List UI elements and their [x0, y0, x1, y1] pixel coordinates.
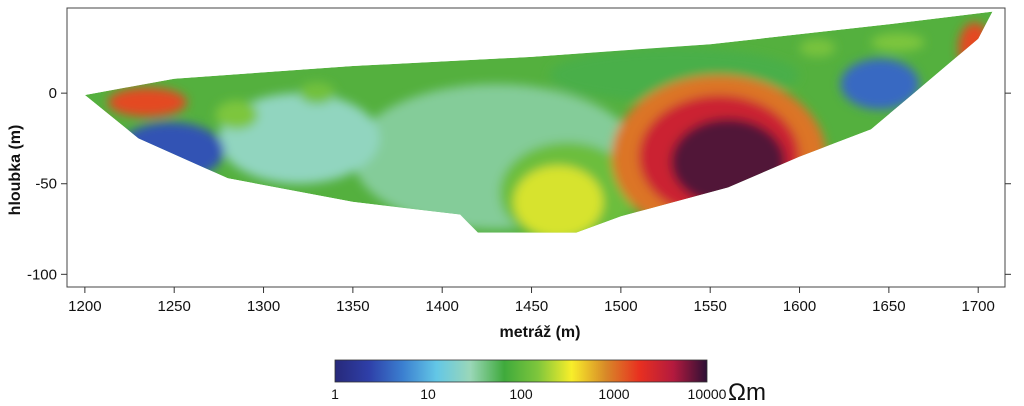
y-tick-label: 0 [49, 85, 57, 102]
colorbar-gradient [334, 359, 708, 383]
y-tick-label: -100 [27, 266, 57, 283]
resistivity-zone-14 [799, 38, 836, 58]
x-tick-label: 1250 [158, 298, 191, 315]
y-axis-title: hloubka (m) [7, 125, 24, 216]
x-tick-label: 1350 [336, 298, 369, 315]
x-tick-label: 1400 [426, 298, 459, 315]
x-tick-label: 1500 [604, 298, 637, 315]
resistivity-zone-15 [871, 33, 925, 52]
x-tick-label: 1550 [694, 298, 727, 315]
colorbar: 1 10 100 1000 10000 Ωm [331, 359, 766, 406]
resistivity-section [84, 11, 993, 233]
y-axis: 0 -50 -100 [27, 85, 1011, 283]
x-tick-label: 1450 [515, 298, 548, 315]
resistivity-zone-12 [215, 100, 259, 130]
resistivity-zone-10 [108, 87, 187, 117]
x-tick-label: 1300 [247, 298, 280, 315]
resistivity-zone-1 [218, 93, 380, 184]
x-tick-label: 1650 [872, 298, 905, 315]
x-tick-label: 1200 [68, 298, 101, 315]
colorbar-tick-label: 1000 [598, 386, 629, 402]
x-tick-label: 1700 [962, 298, 995, 315]
y-tick-label: -50 [35, 176, 57, 193]
resistivity-zone-13 [299, 82, 335, 104]
colorbar-tick-label: 100 [509, 386, 533, 402]
x-tick-label: 1600 [783, 298, 816, 315]
colorbar-tick-label: 1 [331, 386, 339, 402]
colorbar-tick-label: 10 [420, 386, 436, 402]
x-axis-title: metráž (m) [500, 324, 581, 341]
x-axis: 1200 1250 1300 1350 1400 1450 1500 1550 1600 1650… [68, 287, 995, 315]
colorbar-tick-label: 10000 [688, 386, 727, 402]
resistivity-zone-4 [513, 165, 603, 233]
resistivity-zone-9 [840, 58, 920, 110]
colorbar-unit: Ωm [728, 379, 766, 406]
